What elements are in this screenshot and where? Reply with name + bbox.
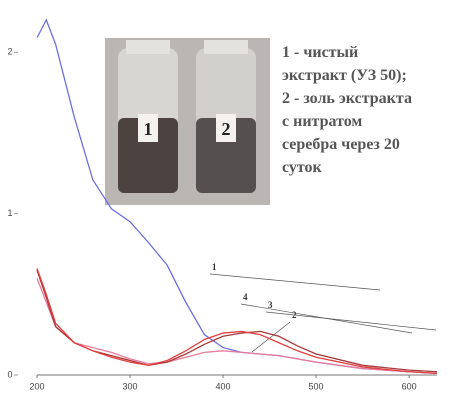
leader-line [252, 322, 290, 352]
photo-label: 2 [222, 119, 231, 139]
series-label: 1 [212, 262, 217, 272]
x-tick-label: 600 [402, 381, 417, 391]
x-tick-label: 300 [123, 381, 138, 391]
x-tick-label: 400 [216, 381, 231, 391]
leader-line [241, 304, 412, 333]
x-tick-label: 200 [29, 381, 44, 391]
series-line [37, 278, 437, 373]
caption-line: с нитратом [282, 113, 362, 130]
chart: 2003004005006000121234121 - чистыйэкстра… [0, 0, 473, 401]
y-tick-label: 1 [7, 208, 12, 218]
photo-label: 1 [144, 119, 153, 139]
caption-line: суток [282, 159, 323, 176]
caption-line: 1 - чистый [282, 44, 358, 61]
leader-line [210, 274, 380, 290]
series-line [37, 269, 437, 374]
caption-line: экстракт (УЗ 50); [282, 67, 407, 84]
series-line [37, 270, 437, 372]
series-label: 4 [243, 292, 248, 302]
y-tick-label: 0 [7, 369, 12, 379]
caption-line: 2 - золь экстракта [282, 90, 412, 107]
y-tick-label: 2 [7, 47, 12, 57]
photo-inset [105, 38, 270, 205]
caption-line: серебра через 20 [282, 136, 400, 153]
leader-line [266, 312, 436, 330]
x-tick-label: 500 [309, 381, 324, 391]
